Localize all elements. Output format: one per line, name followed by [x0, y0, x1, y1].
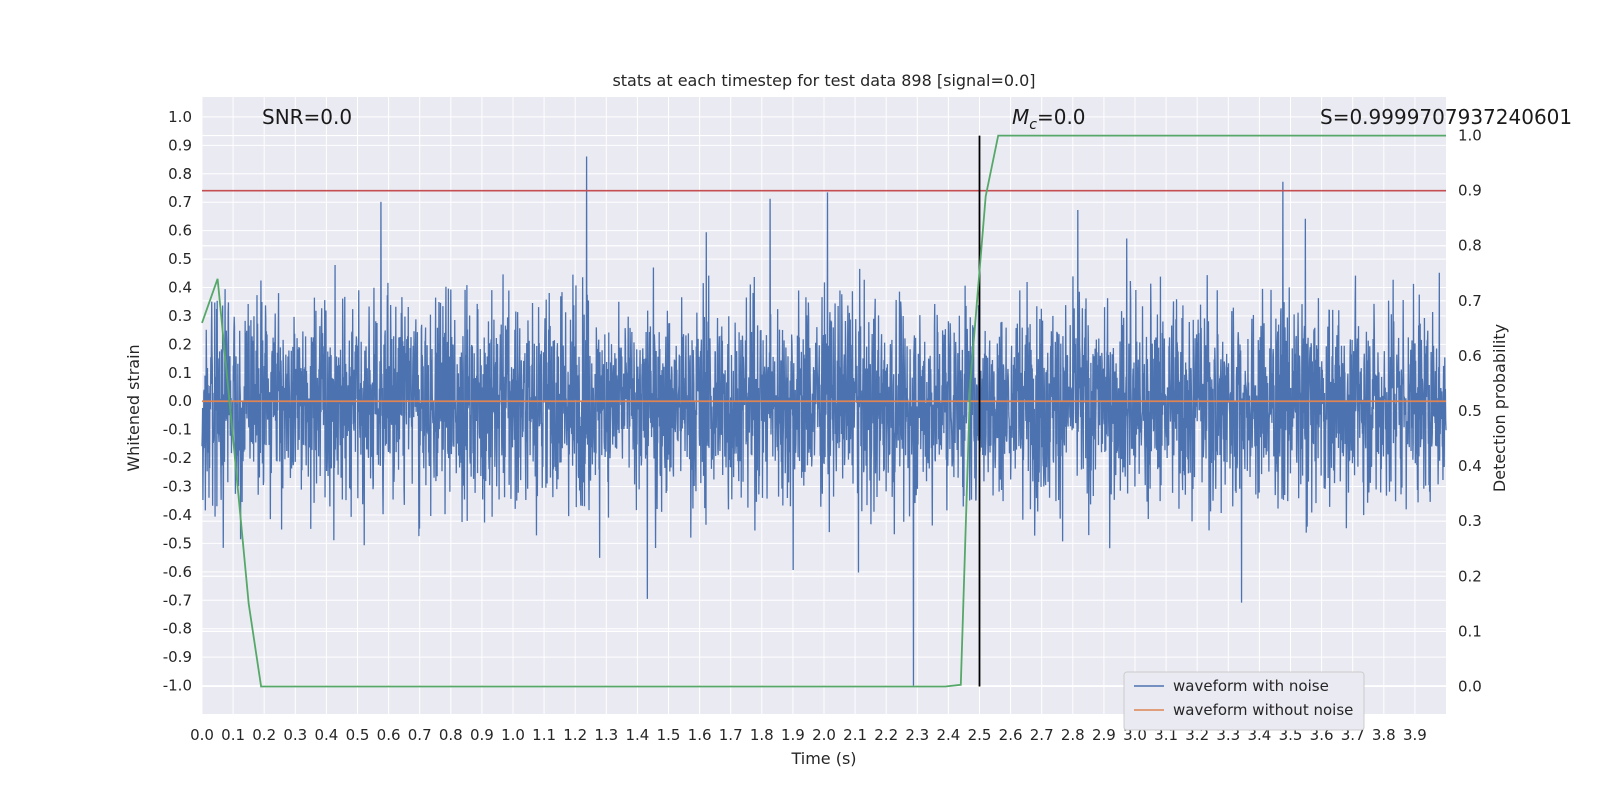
x-tick-label: 1.3: [594, 726, 618, 744]
snr-annotation: SNR=0.0: [262, 105, 352, 129]
y-right-tick-label: 1.0: [1458, 127, 1482, 145]
x-tick-label: 2.9: [1092, 726, 1116, 744]
y-axis-label: Whitened strain: [124, 344, 143, 471]
detection-probability-line: [201, 134, 1446, 688]
y-axis-right-label: Detection probability: [1490, 324, 1509, 492]
y-right-tick-label: 0.2: [1458, 567, 1482, 585]
x-tick-label: 2.8: [1061, 726, 1085, 744]
x-tick-label: 3.9: [1403, 726, 1427, 744]
x-tick-label: 0.4: [314, 726, 338, 744]
x-tick-label: 0.2: [252, 726, 276, 744]
y-right-tick-label: 0.4: [1458, 457, 1482, 475]
x-tick-label: 1.8: [750, 726, 774, 744]
x-tick-label: 1.2: [563, 726, 587, 744]
x-tick-label: 2.3: [905, 726, 929, 744]
y-right-tick-label: 0.8: [1458, 237, 1482, 255]
x-tick-label: 0.3: [283, 726, 307, 744]
x-tick-label: 2.6: [999, 726, 1023, 744]
x-tick-label: 1.6: [688, 726, 712, 744]
y-tick-label: -0.6: [163, 563, 192, 581]
y-right-tick-label: 0.5: [1458, 402, 1482, 420]
y-tick-label: -0.9: [163, 648, 192, 666]
chirp-mass-value: =0.0: [1037, 105, 1086, 129]
chart-title: stats at each timestep for test data 898…: [612, 71, 1035, 90]
y-tick-label: 0.7: [168, 193, 192, 211]
y-tick-label: 0.9: [168, 136, 192, 154]
x-axis-label: Time (s): [790, 749, 856, 768]
y-tick-label: -0.3: [163, 478, 192, 496]
y-tick-label: 0.6: [168, 222, 192, 240]
x-tick-label: 1.7: [719, 726, 743, 744]
y-tick-label: -0.2: [163, 449, 192, 467]
x-tick-label: 2.2: [874, 726, 898, 744]
y-tick-label: -0.4: [163, 506, 192, 524]
legend: waveform with noise waveform without noi…: [1123, 671, 1365, 731]
x-tick-label: 0.8: [439, 726, 463, 744]
overlay-lines: [201, 134, 1446, 688]
x-tick-label: 2.0: [812, 726, 836, 744]
x-tick-label: 0.7: [408, 726, 432, 744]
y-tick-label: 0.4: [168, 279, 192, 297]
y-tick-label: 0.5: [168, 250, 192, 268]
x-tick-label: 0.9: [470, 726, 494, 744]
y-tick-label: 0.8: [168, 165, 192, 183]
chirp-mass-annotation: Mc=0.0: [1012, 105, 1086, 133]
chirp-mass-symbol: M: [1012, 105, 1029, 129]
series-waveform-with-noise: [201, 156, 1447, 686]
y-right-tick-label: 0.0: [1458, 677, 1482, 695]
x-tick-label: 0.6: [377, 726, 401, 744]
y-right-tick-label: 0.3: [1458, 512, 1482, 530]
x-tick-label: 2.5: [968, 726, 992, 744]
x-tick-label: 2.1: [843, 726, 867, 744]
x-tick-label: 1.5: [657, 726, 681, 744]
y-tick-label: -0.5: [163, 534, 192, 552]
y-tick-label: -0.8: [163, 620, 192, 638]
y-tick-label: 1.0: [168, 108, 192, 126]
y-axis-right-ticks: 1.0 0.9 0.8 0.7 0.6 0.5 0.4 0.3 0.2 0.1 0.0: [1458, 127, 1482, 696]
x-tick-label: 0.5: [346, 726, 370, 744]
y-right-tick-label: 0.6: [1458, 347, 1482, 365]
x-tick-label: 1.0: [501, 726, 525, 744]
y-tick-label: 0.2: [168, 335, 192, 353]
waveform-with-noise-line: [201, 156, 1447, 686]
x-tick-label: 3.8: [1372, 726, 1396, 744]
y-tick-label: 0.3: [168, 307, 192, 325]
x-tick-label: 2.7: [1030, 726, 1054, 744]
x-tick-label: 2.4: [936, 726, 960, 744]
x-tick-label: 1.1: [532, 726, 556, 744]
y-tick-label: -0.1: [163, 421, 192, 439]
x-tick-label: 0.0: [190, 726, 214, 744]
y-right-tick-label: 0.9: [1458, 182, 1482, 200]
y-right-tick-label: 0.7: [1458, 292, 1482, 310]
x-tick-label: 0.1: [221, 726, 245, 744]
legend-label-noise: waveform with noise: [1173, 677, 1329, 695]
chirp-mass-subscript: c: [1029, 117, 1037, 133]
y-tick-label: -0.7: [163, 591, 192, 609]
legend-box: [1123, 671, 1365, 731]
legend-label-clean: waveform without noise: [1173, 701, 1353, 719]
y-tick-label: -1.0: [163, 677, 192, 695]
x-tick-label: 1.9: [781, 726, 805, 744]
y-axis-ticks: 1.0 0.9 0.8 0.7 0.6 0.5 0.4 0.3 0.2 0.1 0.0 -0.1 -0.…: [163, 108, 192, 695]
x-tick-label: 1.4: [625, 726, 649, 744]
s-annotation: S=0.9999707937240601: [1320, 105, 1572, 129]
y-tick-label: 0.1: [168, 364, 192, 382]
y-tick-label: 0.0: [168, 392, 192, 410]
y-right-tick-label: 0.1: [1458, 622, 1482, 640]
